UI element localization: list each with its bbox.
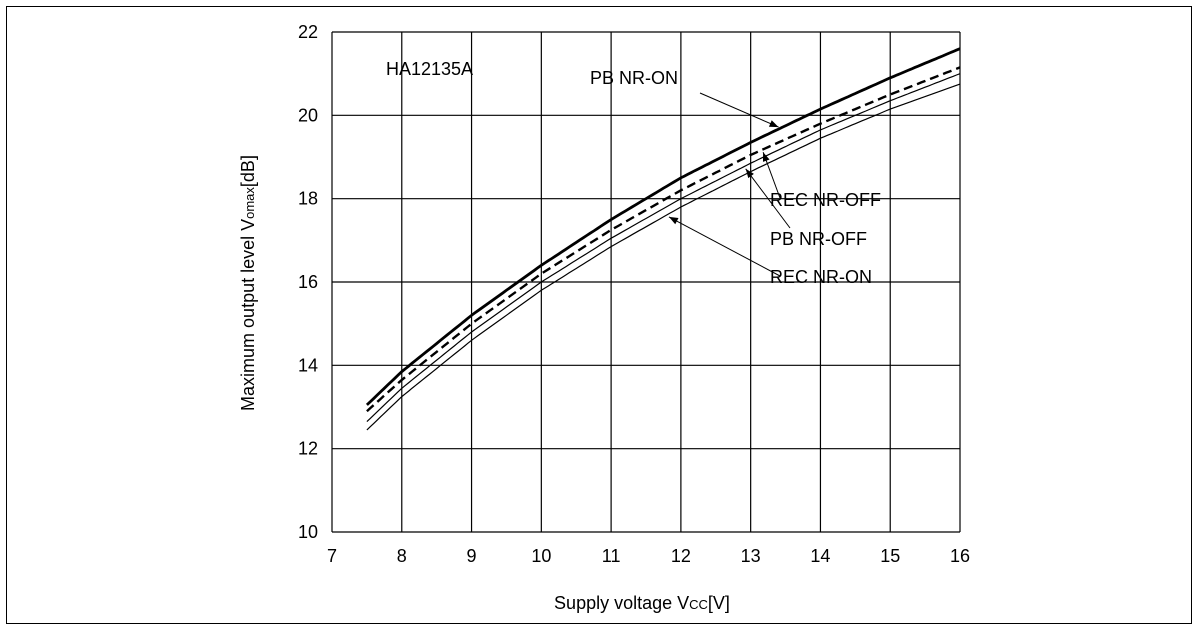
x-tick-label: 14 bbox=[810, 546, 830, 566]
y-tick-label: 20 bbox=[298, 105, 318, 125]
callout-label: PB NR-ON bbox=[590, 68, 678, 88]
x-tick-label: 12 bbox=[671, 546, 691, 566]
y-axis-label: Maximum output level Vomax[dB] bbox=[238, 155, 258, 411]
grid bbox=[331, 31, 961, 533]
y-tick-label: 22 bbox=[298, 22, 318, 42]
x-tick-label: 15 bbox=[880, 546, 900, 566]
x-tick-label: 11 bbox=[602, 546, 621, 566]
callout-label: REC NR-ON bbox=[770, 267, 872, 287]
callout-leader bbox=[745, 168, 791, 229]
callout-leader bbox=[668, 216, 781, 277]
callout-leader bbox=[699, 92, 779, 128]
x-tick-label: 10 bbox=[531, 546, 551, 566]
callouts: PB NR-ON REC NR-OFF PB NR-OFF REC NR-ON bbox=[590, 68, 881, 287]
callout-label: PB NR-OFF bbox=[770, 229, 867, 249]
x-tick-label: 13 bbox=[741, 546, 761, 566]
chart-annotation: HA12135A bbox=[386, 59, 473, 79]
series-line-rec-nr-on bbox=[366, 83, 961, 431]
callout-arrowhead bbox=[745, 168, 754, 179]
x-axis-label: Supply voltage VCC[V] bbox=[554, 593, 730, 613]
chart-frame bbox=[6, 6, 1192, 624]
y-tick-label: 10 bbox=[298, 522, 318, 542]
series-line-pb-nr-on bbox=[365, 47, 961, 406]
callout-arrowhead bbox=[668, 216, 679, 225]
x-tick-label: 16 bbox=[950, 546, 970, 566]
callout-arrowhead bbox=[762, 152, 770, 162]
x-tick-label: 7 bbox=[327, 546, 337, 566]
x-tick-label: 8 bbox=[397, 546, 407, 566]
y-tick-label: 16 bbox=[298, 272, 318, 292]
x-tick-label: 9 bbox=[467, 546, 477, 566]
y-tick-label: 14 bbox=[298, 355, 318, 375]
callout-arrowhead bbox=[768, 120, 779, 128]
series-line-pb-nr-off bbox=[366, 73, 961, 423]
callout-label: REC NR-OFF bbox=[770, 190, 881, 210]
series-line-rec-nr-off bbox=[366, 66, 961, 413]
y-tick-label: 18 bbox=[298, 189, 318, 209]
y-tick-label: 12 bbox=[298, 439, 318, 459]
tick-labels: 7 8 9 10 11 12 13 14 15 16 10 12 14 16 18 20 22 bbox=[298, 22, 970, 566]
series-lines bbox=[365, 47, 961, 431]
